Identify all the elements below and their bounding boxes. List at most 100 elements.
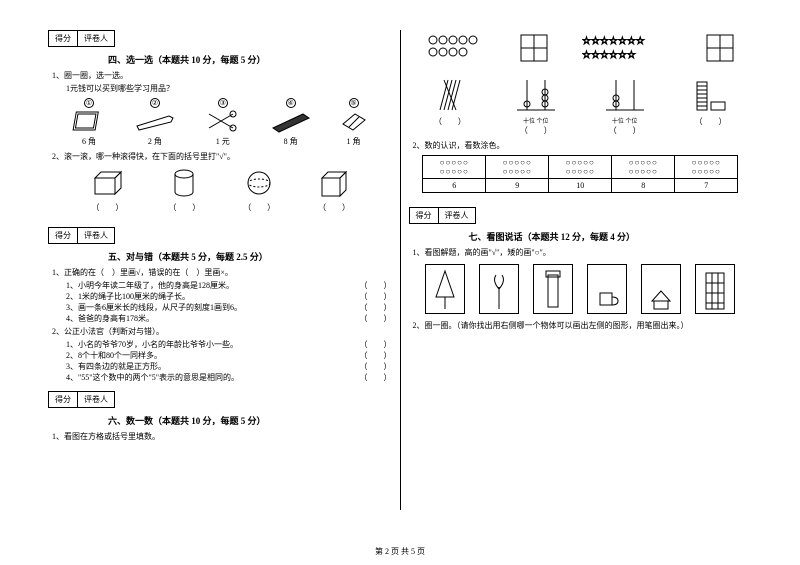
- section-6-title: 六、数一数（本题共 10 分，每题 5 分）: [108, 414, 392, 427]
- tf-2-1: 1、小名的爷爷70岁，小名的年龄比爷爷小一些。（ ）: [66, 339, 392, 350]
- grid-icon-2: [705, 33, 735, 63]
- sapling-icon: [484, 267, 514, 311]
- blank-1: （ ）: [89, 202, 125, 213]
- score-box-7: 得分 评卷人: [409, 207, 476, 224]
- blocks: （ ）: [691, 74, 731, 136]
- svg-text:☆☆☆☆☆☆: ☆☆☆☆☆☆: [582, 50, 636, 61]
- eraser-icon: [339, 108, 369, 134]
- score-label-5: 得分: [49, 228, 78, 243]
- blank-2: （ ）: [168, 202, 200, 213]
- cylinder: （ ）: [168, 168, 200, 213]
- dots-5: ○○○○○○○○○○: [675, 156, 738, 179]
- q5-1: 1、正确的在（ ）里画√，错误的在（ ）里画×。: [52, 267, 392, 278]
- tf-1-3: 3、画一条6厘米长的线段，从尺子的刻度1画到6。（ ）: [66, 302, 392, 313]
- item-num-2: ②: [150, 98, 160, 108]
- building-box: [695, 264, 735, 314]
- cup-icon: [592, 267, 622, 311]
- scissors-icon: [203, 108, 243, 134]
- num-5: 7: [675, 179, 738, 193]
- score-box-4: 得分 评卷人: [48, 30, 115, 47]
- item-label-2: 2 角: [133, 136, 177, 147]
- q4-1: 1、圈一圈，选一选。: [52, 70, 392, 81]
- cube: （ ）: [318, 168, 350, 213]
- stationery-row: ① 6 角 ② 2 角 ③ 1 元 ④ 8 角 ⑤ 1: [58, 98, 382, 147]
- svg-text:☆☆☆☆☆☆☆: ☆☆☆☆☆☆☆: [582, 36, 645, 47]
- shapes-row: （ ） （ ） （ ） （ ）: [68, 168, 372, 213]
- reviewer-label-5: 评卷人: [78, 228, 114, 243]
- score-label-7: 得分: [410, 208, 439, 223]
- item-4: ④ 8 角: [269, 98, 313, 147]
- q7-2: 2、圈一圈。（请你找出用右侧哪一个物体可以画出左侧的图形，用笔圈出来。）: [413, 320, 753, 331]
- paren-a1: （ ）: [430, 116, 470, 127]
- grid-icon-1: [519, 33, 549, 63]
- pencils-bundle: （ ）: [430, 74, 470, 136]
- paren-a2: （ ）: [513, 125, 559, 136]
- num-1: 6: [423, 179, 486, 193]
- item-3: ③ 1 元: [203, 98, 243, 147]
- score-box-5: 得分 评卷人: [48, 227, 115, 244]
- house-icon: [646, 267, 676, 311]
- tree-icon: [430, 267, 460, 311]
- abacus-row: （ ） 十位 个位 （ ） 十位 个位 （ ） （ ）: [409, 74, 753, 136]
- left-column: 得分 评卷人 四、选一选（本题共 10 分，每题 5 分） 1、圈一圈，选一选。…: [40, 30, 401, 510]
- abacus-1: 十位 个位 （ ）: [513, 74, 559, 136]
- right-column: ☆☆☆☆☆☆☆ ☆☆☆☆☆☆ （ ） 十位 个位 （ ）: [401, 30, 761, 510]
- q5-2: 2、公正小法官（判断对与错）。: [52, 326, 392, 337]
- item-num-4: ④: [286, 98, 296, 108]
- num-3: 10: [549, 179, 612, 193]
- item-num-3: ③: [218, 98, 228, 108]
- reviewer-label-7: 评卷人: [439, 208, 475, 223]
- dots-2: ○○○○○○○○○○: [486, 156, 549, 179]
- item-num-1: ①: [84, 98, 94, 108]
- q4-2: 2、滚一滚，哪一种滚得快，在下面的括号里打"√"。: [52, 151, 392, 162]
- building-icon: [700, 267, 730, 311]
- blocks-icon: [691, 74, 731, 114]
- paren-a3: （ ）: [602, 125, 648, 136]
- tf-2-2: 2、8个十和80个一同样多。（ ）: [66, 350, 392, 361]
- dots-4: ○○○○○○○○○○: [612, 156, 675, 179]
- item-label-3: 1 元: [203, 136, 243, 147]
- cup-box: [587, 264, 627, 314]
- blank-4: （ ）: [318, 202, 350, 213]
- picture-row: [419, 264, 743, 314]
- pen-icon: [269, 108, 313, 134]
- item-num-5: ⑤: [349, 98, 359, 108]
- tf-2-4: 4、"55"这个数中的两个"5"表示的意思是相同的。（ ）: [66, 372, 392, 383]
- notebook-icon: [71, 108, 107, 134]
- q4-1-sub: 1元钱可以买到哪些学习用品？: [66, 83, 392, 94]
- page-footer: 第 2 页 共 5 页: [0, 546, 800, 557]
- stars-group: ☆☆☆☆☆☆☆ ☆☆☆☆☆☆: [582, 30, 672, 68]
- item-1: ① 6 角: [71, 98, 107, 147]
- tf-1-4: 4、爸爸的身高有178米。（ ）: [66, 313, 392, 324]
- cuboid: （ ）: [89, 168, 125, 213]
- top-pictures: ☆☆☆☆☆☆☆ ☆☆☆☆☆☆: [409, 30, 753, 68]
- item-label-1: 6 角: [71, 136, 107, 147]
- abacus-icon-2: [602, 74, 648, 114]
- pencil-icon: [133, 108, 177, 134]
- score-box-6: 得分 评卷人: [48, 391, 115, 408]
- num-4: 8: [612, 179, 675, 193]
- section-4-title: 四、选一选（本题共 10 分，每题 5 分）: [108, 53, 392, 66]
- section-5-title: 五、对与错（本题共 5 分，每题 2.5 分）: [108, 250, 392, 263]
- reviewer-label-6: 评卷人: [78, 392, 114, 407]
- apples-icon: [425, 30, 485, 66]
- item-label-4: 8 角: [269, 136, 313, 147]
- item-5: ⑤ 1 角: [339, 98, 369, 147]
- tf-1-1: 1、小明今年读二年级了，他的身高是128厘米。（ ）: [66, 280, 392, 291]
- dots-3: ○○○○○○○○○○: [549, 156, 612, 179]
- abacus-2: 十位 个位 （ ）: [602, 74, 648, 136]
- q6-1: 1、看图在方格或括号里填数。: [52, 431, 392, 442]
- abacus-2-label: 十位 个位: [602, 116, 648, 125]
- sapling-box: [479, 264, 519, 314]
- paren-a4: （ ）: [691, 116, 731, 127]
- tf-2-3: 3、有四条边的就是正方形。（ ）: [66, 361, 392, 372]
- abacus-icon-1: [513, 74, 559, 114]
- reviewer-label: 评卷人: [78, 31, 114, 46]
- grid-1: [519, 33, 549, 65]
- abacus-1-label: 十位 个位: [513, 116, 559, 125]
- sphere: （ ）: [243, 168, 275, 213]
- grid-2: [705, 33, 735, 65]
- q-num-2: 2、数的认识，看数涂色。: [413, 140, 753, 151]
- stars-icon: ☆☆☆☆☆☆☆ ☆☆☆☆☆☆: [582, 30, 672, 66]
- blank-3: （ ）: [243, 202, 275, 213]
